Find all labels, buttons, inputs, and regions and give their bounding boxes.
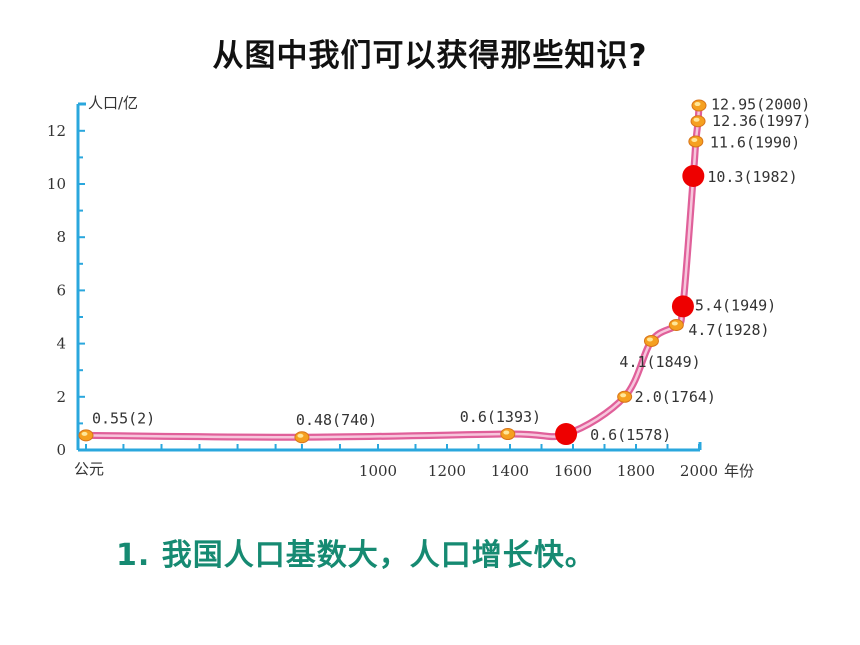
slide-title: 从图中我们可以获得那些知识? (212, 38, 648, 74)
data-label: 4.1(1849) (619, 353, 700, 371)
data-label: 0.48(740) (296, 411, 377, 429)
y-tick-label: 8 (56, 228, 66, 246)
data-label: 12.95(2000) (711, 96, 810, 114)
data-point-shine (503, 430, 510, 435)
y-axis-title: 人口/亿 (88, 94, 138, 112)
data-point-shine (693, 117, 700, 122)
y-tick-label: 12 (47, 122, 66, 140)
x-tick-label: 1200 (428, 462, 466, 480)
data-points (78, 99, 707, 446)
x-tick-label: 2000 (680, 462, 718, 480)
y-tick-label: 0 (56, 441, 66, 459)
data-label: 10.3(1982) (707, 168, 797, 186)
highlight-point (555, 423, 578, 446)
chart-axes: 0 2 4 6 8 10 12 1000 1200 1400 1600 1800 2000 公元 年份 人口/… (47, 94, 754, 480)
y-tick-label: 2 (56, 388, 66, 406)
data-point-shine (646, 337, 653, 342)
highlight-point (671, 295, 694, 318)
data-label: 0.55(2) (92, 409, 155, 427)
x-tick-label: 1400 (491, 462, 529, 480)
data-label: 5.4(1949) (695, 296, 776, 314)
y-tick-label: 6 (56, 281, 66, 299)
highlight-point (682, 165, 705, 188)
x-axis-title: 年份 (724, 462, 754, 480)
data-point-shine (671, 321, 678, 326)
data-label: 4.7(1928) (688, 321, 769, 339)
data-point-shine (691, 137, 698, 142)
data-point-shine (620, 393, 627, 398)
data-point-shine (694, 102, 701, 107)
population-curve (82, 102, 703, 441)
x-tick-label: 1000 (359, 462, 397, 480)
data-label: 0.6(1393) (460, 408, 541, 426)
y-tick-label: 4 (56, 335, 66, 353)
data-point-shine (297, 433, 304, 438)
data-label: 0.6(1578) (590, 426, 671, 444)
curve-outline (82, 102, 703, 441)
x-tick-label: 1600 (554, 462, 592, 480)
data-label: 12.36(1997) (712, 112, 811, 130)
x-tick-label: 1800 (617, 462, 655, 480)
conclusion-text: 1. 我国人口基数大，人口增长快。 (116, 538, 596, 573)
y-tick-label: 10 (47, 175, 66, 193)
x-origin-label: 公元 (74, 460, 104, 478)
data-label: 11.6(1990) (710, 133, 800, 151)
data-labels: 0.55(2) 0.48(740) 0.6(1393) 0.6(1578) 2.0(17… (92, 96, 811, 445)
data-label: 2.0(1764) (635, 388, 716, 406)
curve-highlight (84, 104, 701, 439)
data-point-shine (81, 431, 88, 436)
